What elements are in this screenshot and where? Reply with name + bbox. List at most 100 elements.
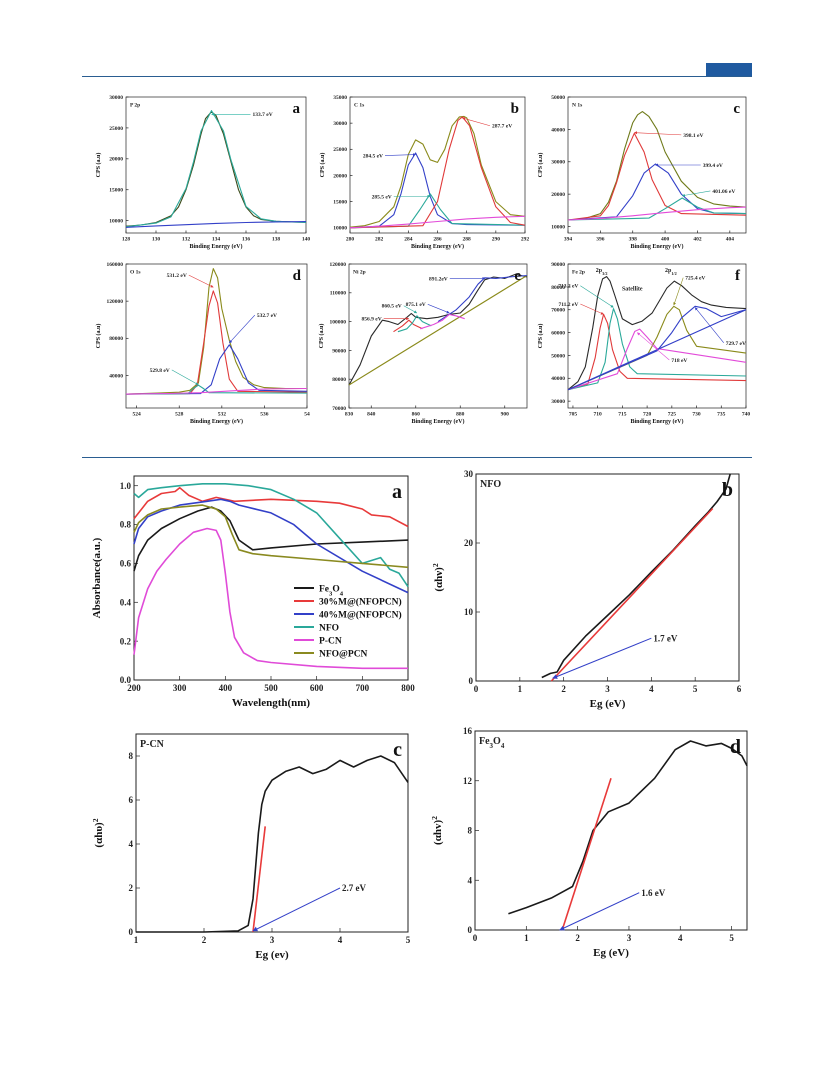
annotation-arrow	[427, 304, 450, 314]
y-axis-label: CPS (a.u)	[95, 153, 102, 178]
annotation-label: 729.7 eV	[726, 341, 746, 347]
y-tick-label: 0	[469, 676, 474, 686]
y-axis-label: CPS (a.u)	[319, 153, 326, 178]
y-tick-label: 40000	[551, 376, 565, 382]
series-line	[567, 305, 747, 391]
x-tick-label: 0	[473, 933, 478, 943]
series-line	[397, 315, 432, 333]
x-tick-label: 4	[338, 935, 343, 945]
annotation-label: 725.4 eV	[685, 276, 705, 282]
x-tick-label: 500	[264, 683, 278, 693]
x-tick-label: 400	[661, 237, 670, 243]
annotation-arrow	[188, 274, 214, 288]
x-tick-label: 54	[304, 412, 310, 418]
series-line	[125, 290, 308, 395]
peak-label: 2p1/2	[665, 268, 677, 276]
panel-letter: a	[392, 481, 402, 503]
peak-label: Satellite	[622, 286, 643, 292]
x-axis-label: Binding Energy (eV)	[630, 243, 683, 250]
y-tick-label: 30000	[333, 121, 347, 127]
plot-frame	[475, 473, 740, 682]
xps-c1s: 280 282 284 286 288 290 292 10000 15000 20000 2500…	[319, 95, 529, 250]
series-line	[125, 344, 308, 395]
series-line	[348, 273, 528, 386]
corner-label: NFO	[480, 479, 501, 490]
panel-letter: f	[735, 268, 741, 284]
x-tick-label: 282	[375, 237, 384, 243]
x-axis-label: Eg (eV)	[590, 698, 626, 710]
x-tick-label: 290	[492, 237, 501, 243]
series-NFO@PCN	[133, 504, 409, 569]
series-line	[437, 274, 528, 323]
x-tick-label: 132	[182, 237, 191, 243]
x-tick-label: 402	[693, 237, 702, 243]
series-line	[567, 276, 747, 391]
x-tick-label: 292	[521, 237, 530, 243]
series-Fe3O4	[133, 506, 409, 572]
plot-frame	[474, 730, 748, 931]
y-tick-label: 30000	[551, 399, 565, 405]
series-line	[125, 268, 307, 395]
y-tick-label: 12	[463, 776, 473, 786]
y-tick-label: 10	[464, 607, 474, 617]
x-tick-label: 532	[218, 412, 227, 418]
annotation-label: 1.7 eV	[653, 633, 677, 643]
x-tick-label: 288	[463, 237, 472, 243]
series-line	[541, 473, 731, 679]
x-axis-label: Binding Energy (eV)	[190, 418, 243, 425]
x-tick-label: 830	[345, 412, 354, 418]
annotation-label: 718 eV	[671, 358, 687, 364]
y-tick-label: 40000	[551, 127, 565, 133]
annotation-arrow	[681, 190, 711, 197]
y-tick-label: 0	[468, 925, 473, 935]
x-tick-label: 740	[742, 412, 751, 418]
corner-label: Ni 2p	[353, 270, 366, 276]
y-tick-label: 20	[464, 538, 474, 548]
y-tick-label: 90000	[332, 348, 346, 354]
y-axis-label: CPS (a.u)	[318, 324, 325, 349]
annotation-arrow	[462, 117, 491, 127]
panel-letter: b	[511, 101, 519, 117]
annotation-label: 2.7 eV	[342, 883, 366, 893]
annotation-arrow	[636, 332, 670, 361]
annotation-label: 891.2eV	[429, 276, 448, 282]
plot-frame	[349, 96, 526, 234]
y-tick-label: 6	[129, 795, 134, 805]
xps-n1s: 394 396 398 400 402 404 10000 20000 30000 40000 50…	[537, 95, 747, 250]
xps-fe2p: 705 710 715 720 725 730 735 740 30000 40000 50000 6…	[537, 262, 750, 425]
corner-label: O 1s	[130, 270, 141, 276]
x-tick-label: 860	[412, 412, 421, 418]
y-tick-label: 50000	[551, 353, 565, 359]
annotation-arrow	[229, 314, 256, 344]
x-axis-label: Wavelength(nm)	[232, 697, 311, 709]
x-tick-label: 130	[152, 237, 161, 243]
y-tick-label: 40000	[109, 373, 123, 379]
y-tick-label: 0.0	[120, 675, 132, 685]
x-tick-label: 700	[356, 683, 370, 693]
series-line	[348, 275, 528, 386]
x-tick-label: 398	[629, 237, 638, 243]
x-tick-label: 6	[737, 684, 742, 694]
peak-label: 2p3/2	[596, 268, 608, 276]
annotation-label: 531.2 eV	[167, 273, 187, 279]
y-tick-label: 15000	[109, 188, 123, 194]
y-tick-label: 0.6	[120, 559, 132, 569]
panel-letter: a	[293, 101, 301, 117]
panel-letter: e	[514, 268, 521, 284]
corner-label: Fe 2p	[572, 270, 585, 276]
series-P-CN	[133, 527, 408, 670]
annotation-arrow	[673, 277, 684, 306]
x-tick-label: 524	[133, 412, 142, 418]
tauc-nfo: 0 1 2 3 4 5 6 0 10 20 30 1.7 eV NFO b Eg (eV) (αhν)2	[431, 469, 742, 710]
series-line	[349, 115, 526, 228]
annotation-label: 860.5 eV	[382, 304, 402, 310]
y-tick-label: 120000	[107, 299, 124, 305]
y-tick-label: 0.2	[120, 636, 132, 646]
y-tick-label: 10000	[109, 219, 123, 225]
y-tick-label: 70000	[332, 406, 346, 412]
legend-entry: NFO	[319, 624, 339, 634]
y-axis-label: CPS (a.u)	[537, 324, 544, 349]
annotation-label: 401.06 eV	[712, 189, 735, 195]
corner-label: C 1s	[354, 103, 364, 109]
y-axis-label: (αhυ)2	[91, 818, 106, 847]
